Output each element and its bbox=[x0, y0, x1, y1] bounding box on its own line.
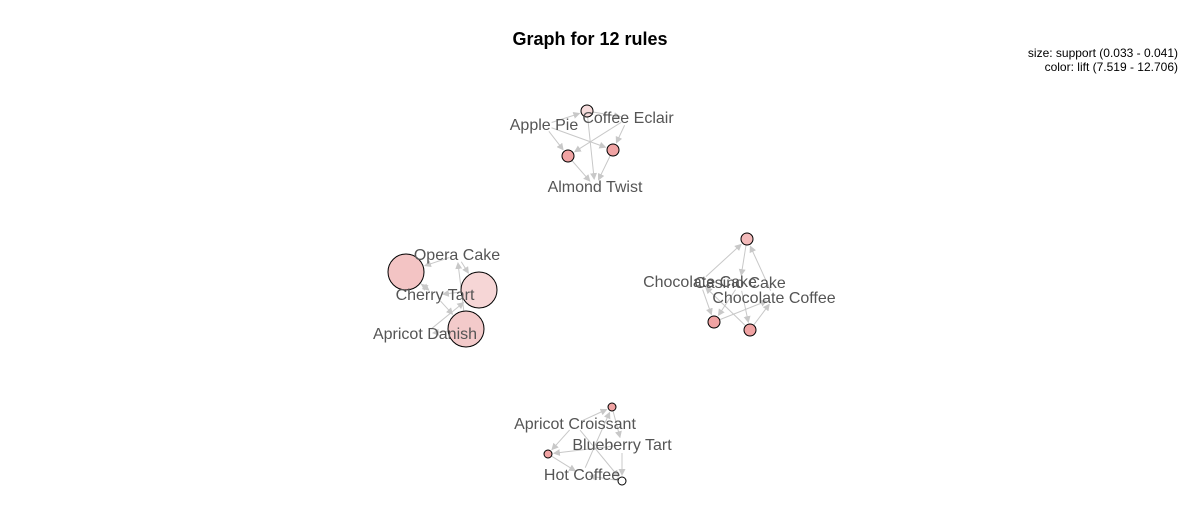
item-label-hot-coffee: Hot Coffee bbox=[544, 467, 620, 484]
rule-node-r9 bbox=[743, 323, 757, 337]
edge-apple_pie-r1 bbox=[551, 112, 581, 123]
item-labels: Apple Pie Coffee Eclair Almond Twist Opera … bbox=[373, 110, 836, 484]
rule-node-r11 bbox=[543, 449, 553, 459]
rule-node-r4 bbox=[387, 253, 425, 291]
edge-opera_cake-r5 bbox=[460, 261, 469, 274]
item-label-opera-cake: Opera Cake bbox=[414, 247, 500, 264]
rule-node-r6 bbox=[447, 310, 485, 348]
edge-casino_cake-r9 bbox=[741, 290, 751, 324]
edge-r1-coffee_eclair bbox=[592, 111, 622, 120]
edge-hot_coffee-r10 bbox=[584, 411, 611, 468]
edge-cherry_tart-r6 bbox=[440, 300, 454, 315]
item-label-chocolate-cake: Chocolate Cake bbox=[643, 274, 757, 291]
edge-apple_pie-r3 bbox=[551, 127, 607, 149]
rule-node-r8 bbox=[707, 315, 721, 329]
edge-r10-blueberry_tart bbox=[612, 410, 622, 439]
edge-r3-almond_twist bbox=[597, 155, 611, 181]
edge-r2-almond_twist bbox=[571, 160, 591, 182]
item-label-almond-twist: Almond Twist bbox=[548, 179, 643, 196]
rule-node-r3 bbox=[606, 143, 620, 157]
rule-node-r1 bbox=[580, 104, 594, 118]
edge-apricot_croissant-r11 bbox=[551, 429, 571, 451]
edge-r5-cherry_tart bbox=[441, 289, 462, 297]
edge-r9-chocolate_coffee bbox=[753, 303, 770, 326]
edge-apricot_croissant-r12 bbox=[579, 429, 619, 478]
legend-size: size: support (0.033 - 0.041) bbox=[1027, 46, 1178, 60]
edges bbox=[419, 111, 772, 481]
item-label-blueberry-tart: Blueberry Tart bbox=[572, 437, 672, 454]
item-label-casino-cake: Casino Cake bbox=[694, 275, 786, 292]
edge-casino_cake-r8 bbox=[717, 289, 736, 317]
edge-r6-apricot_danish bbox=[431, 328, 449, 336]
rule-node-r7 bbox=[740, 232, 754, 246]
legend-color: color: lift (7.519 - 12.706) bbox=[1044, 60, 1178, 74]
edge-r12-hot_coffee bbox=[588, 473, 619, 481]
rule-node-r10 bbox=[607, 402, 617, 412]
item-label-coffee-eclair: Coffee Eclair bbox=[582, 110, 674, 127]
edge-r11-hot_coffee bbox=[551, 455, 577, 472]
item-label-apricot-danish: Apricot Danish bbox=[373, 326, 477, 343]
edge-opera_cake-r4 bbox=[424, 257, 450, 268]
edge-r7-casino_cake bbox=[738, 244, 747, 277]
rule-node-r2 bbox=[561, 149, 575, 163]
item-label-cherry-tart: Cherry Tart bbox=[396, 287, 475, 304]
item-label-chocolate-coffee: Chocolate Coffee bbox=[712, 290, 835, 307]
item-label-apricot-croissant: Apricot Croissant bbox=[514, 416, 636, 433]
edge-coffee_eclair-r3 bbox=[615, 125, 626, 144]
rule-node-r12 bbox=[617, 476, 627, 486]
edge-blueberry_tart-r11 bbox=[552, 445, 615, 457]
edge-chocolate_coffee-r7 bbox=[749, 245, 772, 291]
edge-r1-almond_twist bbox=[587, 116, 598, 181]
rule-nodes bbox=[387, 104, 757, 486]
edge-r9-chocolate_cake bbox=[705, 286, 747, 327]
graph-title: Graph for 12 rules bbox=[512, 29, 668, 49]
rule-node-r5 bbox=[460, 271, 498, 309]
edge-chocolate_cake-r8 bbox=[702, 289, 713, 316]
edge-apricot_croissant-r10 bbox=[582, 408, 608, 422]
edge-cherry_tart-r4 bbox=[420, 283, 430, 291]
edge-r8-chocolate_coffee bbox=[719, 299, 768, 321]
edge-apple_pie-r2 bbox=[548, 131, 564, 151]
edge-coffee_eclair-r2 bbox=[573, 121, 622, 153]
legend: size: support (0.033 - 0.041) color: lif… bbox=[1028, 46, 1178, 74]
item-label-apple-pie: Apple Pie bbox=[510, 117, 579, 134]
edge-chocolate_cake-r7 bbox=[705, 243, 742, 277]
edge-apricot_danish-r5 bbox=[430, 302, 465, 330]
